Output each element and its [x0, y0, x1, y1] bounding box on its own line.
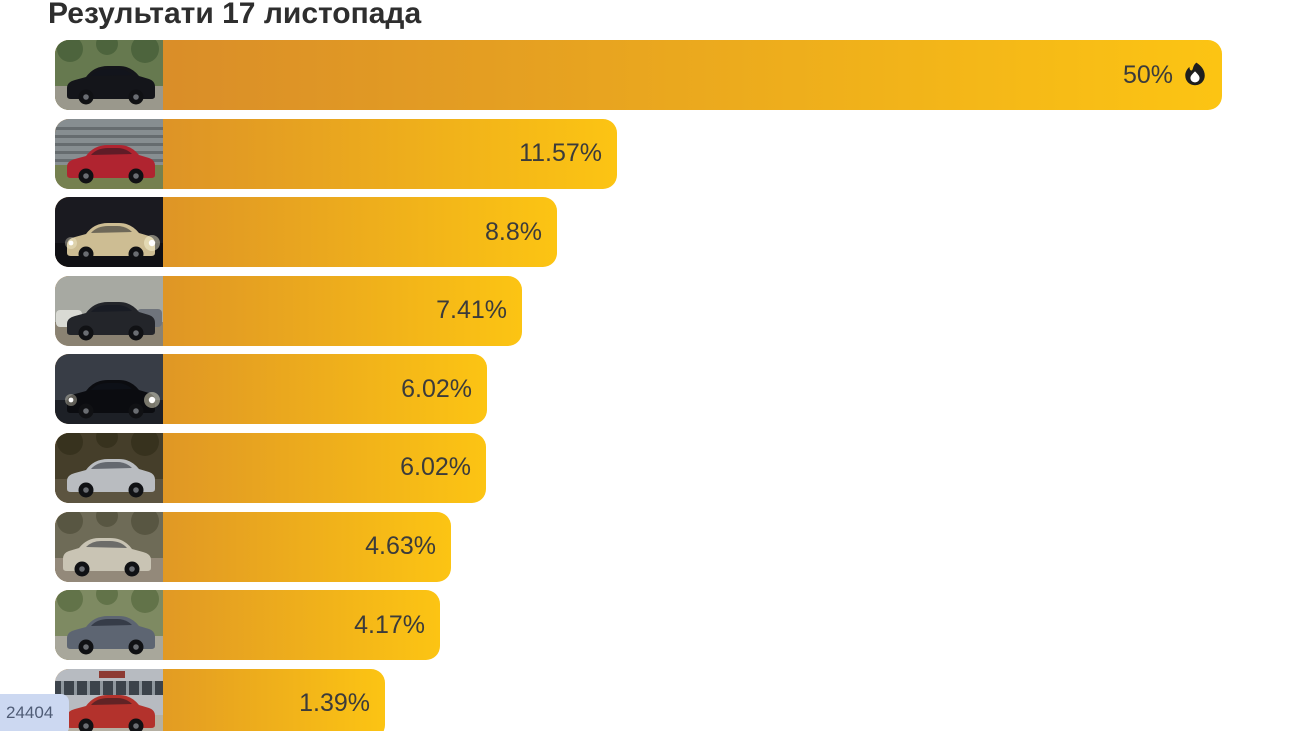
counter-badge: 24404 — [0, 694, 70, 731]
result-bar[interactable]: 50% — [55, 40, 1222, 110]
percentage-label: 4.17% — [354, 610, 425, 639]
result-row[interactable]: 1.39% — [55, 668, 1222, 731]
car-photo — [55, 275, 163, 346]
car-photo — [55, 668, 163, 731]
result-bar[interactable]: 8.8% — [55, 197, 557, 268]
percentage-label: 8.8% — [485, 217, 542, 246]
car-photo — [55, 118, 163, 189]
percentage-label: 11.57% — [519, 139, 602, 168]
car-photo — [55, 511, 163, 582]
percentage-label: 50% — [1122, 60, 1173, 89]
result-bar[interactable]: 4.17% — [55, 590, 440, 661]
percentage-label: 6.02% — [400, 453, 471, 482]
percentage-label: 6.02% — [401, 374, 472, 403]
percentage-label: 7.41% — [436, 296, 507, 325]
fire-icon — [1182, 62, 1208, 88]
result-row[interactable]: 7.41% — [55, 275, 1222, 346]
result-bar[interactable]: 6.02% — [55, 354, 487, 425]
bars-container: 50% 11.57% 8.8% 7.41% — [55, 40, 1222, 731]
chart-title: Результати 17 листопада — [48, 0, 422, 30]
result-bar[interactable]: 4.63% — [55, 511, 451, 582]
percentage-label: 1.39% — [299, 689, 370, 718]
car-photo — [55, 354, 163, 425]
result-row[interactable]: 4.63% — [55, 511, 1222, 582]
result-bar[interactable]: 11.57% — [55, 118, 617, 189]
result-bar[interactable]: 1.39% — [55, 668, 385, 731]
car-photo — [55, 432, 163, 503]
counter-value: 24404 — [6, 703, 54, 722]
result-bar[interactable]: 7.41% — [55, 275, 522, 346]
result-row[interactable]: 11.57% — [55, 118, 1222, 189]
result-row[interactable]: 50% — [55, 40, 1222, 110]
car-photo — [55, 197, 163, 268]
result-row[interactable]: 4.17% — [55, 590, 1222, 661]
car-photo — [55, 40, 163, 110]
result-row[interactable]: 8.8% — [55, 197, 1222, 268]
percentage-label: 4.63% — [365, 532, 436, 561]
result-row[interactable]: 6.02% — [55, 354, 1222, 425]
result-row[interactable]: 6.02% — [55, 432, 1222, 503]
car-photo — [55, 590, 163, 661]
result-bar[interactable]: 6.02% — [55, 432, 486, 503]
